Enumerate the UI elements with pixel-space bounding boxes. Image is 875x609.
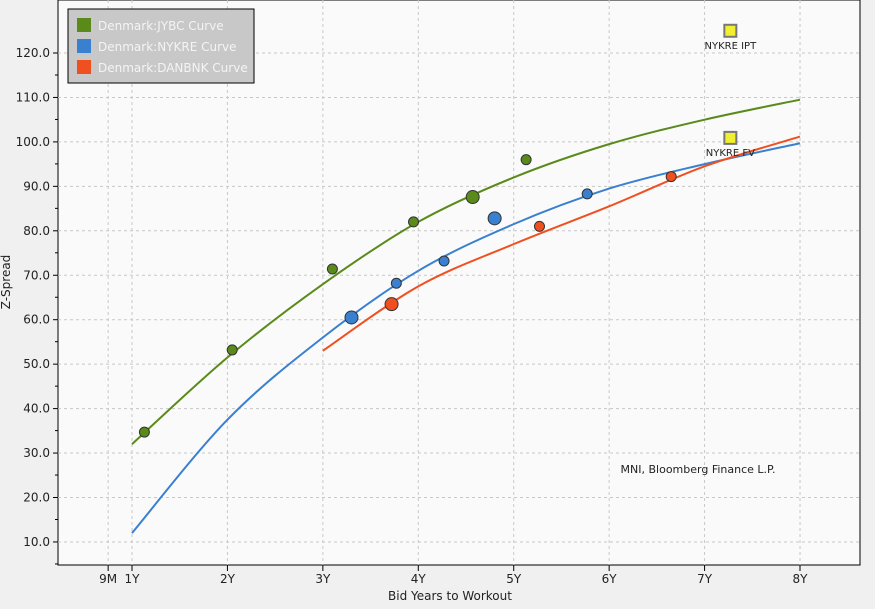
annotation-label: NYKRE IPT [705,41,758,52]
y-tick-label: 110.0 [16,90,50,104]
x-tick-label: 8Y [793,572,809,586]
bond-point [520,154,532,166]
grid [58,0,860,565]
bond-point [581,188,593,200]
y-tick-label: 10.0 [23,535,50,549]
axes: 10.0 20.0 30.0 40.0 50.0 60.0 70.0 80.0 90.0 100.… [16,46,809,586]
y-tick-label: 60.0 [23,313,50,327]
y-tick-label: 40.0 [23,402,50,416]
y-tick-label: 50.0 [23,357,50,371]
x-tick-label: 3Y [315,572,331,586]
y-tick-label: 30.0 [23,446,50,460]
source-note: MNI, Bloomberg Finance L.P. [621,463,776,476]
bond-point [465,190,480,205]
y-tick-label: 100.0 [16,135,50,149]
legend: Denmark:JYBC Curve Denmark:NYKRE Curve D… [67,8,255,84]
x-tick-label: 1Y [125,572,141,586]
y-tick-label: 80.0 [23,224,50,238]
x-tick-label: 4Y [411,572,427,586]
legend-swatch-danbnk [77,60,91,74]
points [138,154,677,438]
legend-label-nykre[interactable]: Denmark:NYKRE Curve [98,40,237,54]
x-axis-label: Bid Years to Workout [388,589,512,603]
bond-point [390,277,402,289]
bond-point [226,344,238,356]
bond-point [438,255,450,267]
legend-label-danbnk[interactable]: Denmark:DANBNK Curve [98,61,248,75]
bond-point [408,216,420,228]
x-tick-label: 7Y [697,572,713,586]
plot-area [57,0,861,566]
legend-swatch-nykre [77,39,91,53]
bond-point [665,171,677,183]
y-tick-label: 90.0 [23,179,50,193]
bond-point [326,263,338,275]
x-tick-label: 9M [99,572,117,586]
annotation-marker [723,130,738,145]
legend-swatch-jybc [77,18,91,32]
y-tick-label: 70.0 [23,268,50,282]
x-tick-label: 6Y [602,572,618,586]
legend-label-jybc[interactable]: Denmark:JYBC Curve [98,19,224,33]
bond-point [384,297,399,312]
curve-line-0 [131,98,801,445]
annotation-label: NYKRE FV [706,148,755,159]
annotation-marker [723,23,738,38]
y-tick-label: 120.0 [16,46,50,60]
bond-point [533,220,545,232]
bond-point [138,426,150,438]
x-tick-label: 2Y [220,572,236,586]
y-axis-label: Z-Spread [0,255,13,310]
curve-line-2 [322,135,801,352]
bond-point [344,310,359,325]
y-tick-label: 20.0 [23,491,50,505]
bond-point [487,211,502,226]
annotations: NYKRE IPT NYKRE FV [705,23,758,159]
x-tick-label: 5Y [506,572,522,586]
